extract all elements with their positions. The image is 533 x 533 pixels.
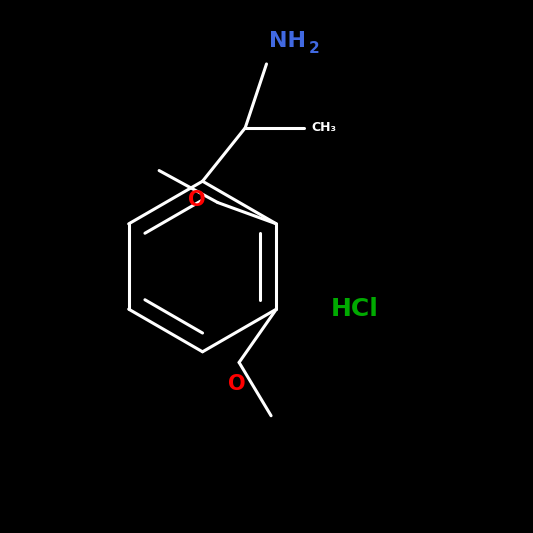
Text: O: O: [228, 374, 245, 394]
Text: NH: NH: [269, 30, 306, 51]
Text: O: O: [188, 190, 206, 210]
Text: 2: 2: [309, 41, 320, 56]
Text: HCl: HCl: [330, 297, 378, 321]
Text: CH₃: CH₃: [312, 122, 337, 134]
